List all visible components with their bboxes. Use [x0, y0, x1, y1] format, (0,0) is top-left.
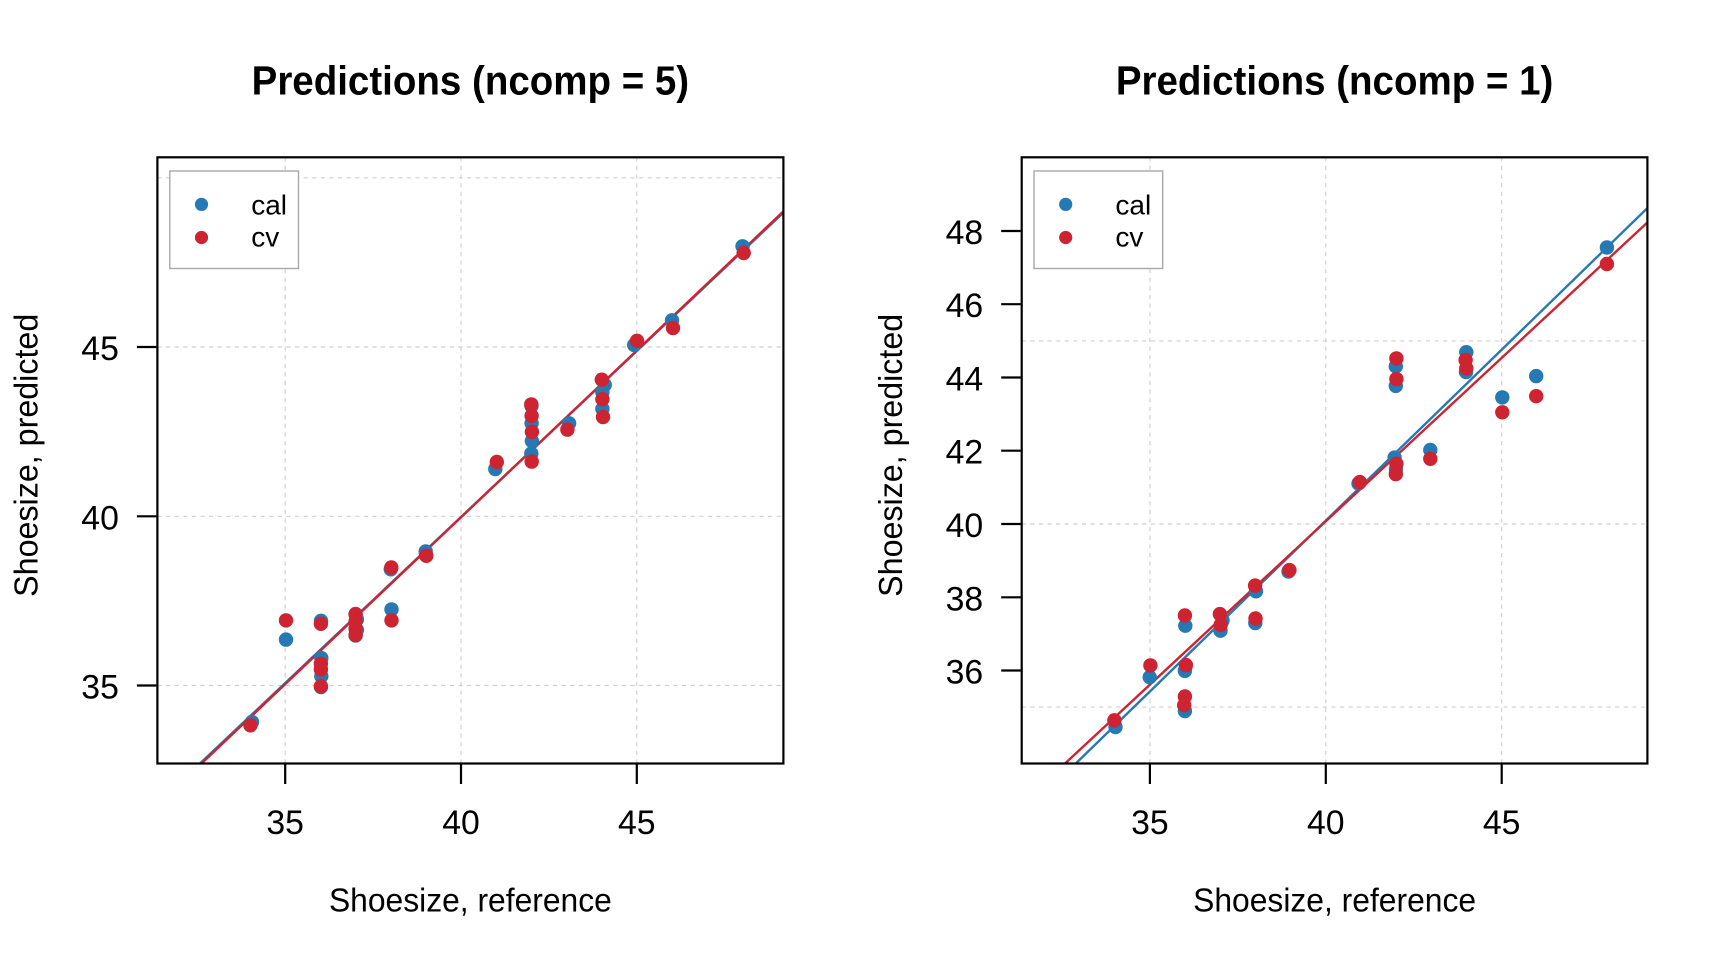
svg-text:cv: cv [251, 221, 279, 252]
svg-text:36: 36 [946, 654, 984, 692]
svg-text:Predictions (ncomp = 5): Predictions (ncomp = 5) [252, 57, 690, 103]
svg-text:Shoesize, predicted: Shoesize, predicted [9, 314, 46, 597]
svg-text:40: 40 [442, 804, 480, 842]
svg-text:Shoesize, reference: Shoesize, reference [329, 883, 612, 920]
svg-text:35: 35 [266, 804, 304, 842]
svg-text:40: 40 [946, 507, 984, 545]
svg-text:48: 48 [946, 214, 984, 252]
svg-text:Shoesize, predicted: Shoesize, predicted [873, 314, 910, 597]
svg-text:45: 45 [81, 330, 119, 368]
svg-text:40: 40 [81, 499, 119, 537]
svg-text:35: 35 [81, 669, 119, 707]
svg-text:Shoesize, reference: Shoesize, reference [1193, 883, 1476, 920]
svg-text:44: 44 [946, 361, 984, 399]
svg-text:46: 46 [946, 287, 984, 325]
svg-text:cal: cal [1115, 190, 1151, 221]
svg-text:cv: cv [1115, 221, 1143, 252]
svg-text:45: 45 [618, 804, 656, 842]
svg-text:35: 35 [1131, 804, 1169, 842]
svg-text:40: 40 [1307, 804, 1345, 842]
svg-text:Predictions (ncomp = 1): Predictions (ncomp = 1) [1116, 57, 1554, 103]
svg-text:cal: cal [251, 190, 287, 221]
svg-text:45: 45 [1483, 804, 1521, 842]
svg-text:42: 42 [946, 434, 984, 472]
svg-text:38: 38 [946, 580, 984, 618]
